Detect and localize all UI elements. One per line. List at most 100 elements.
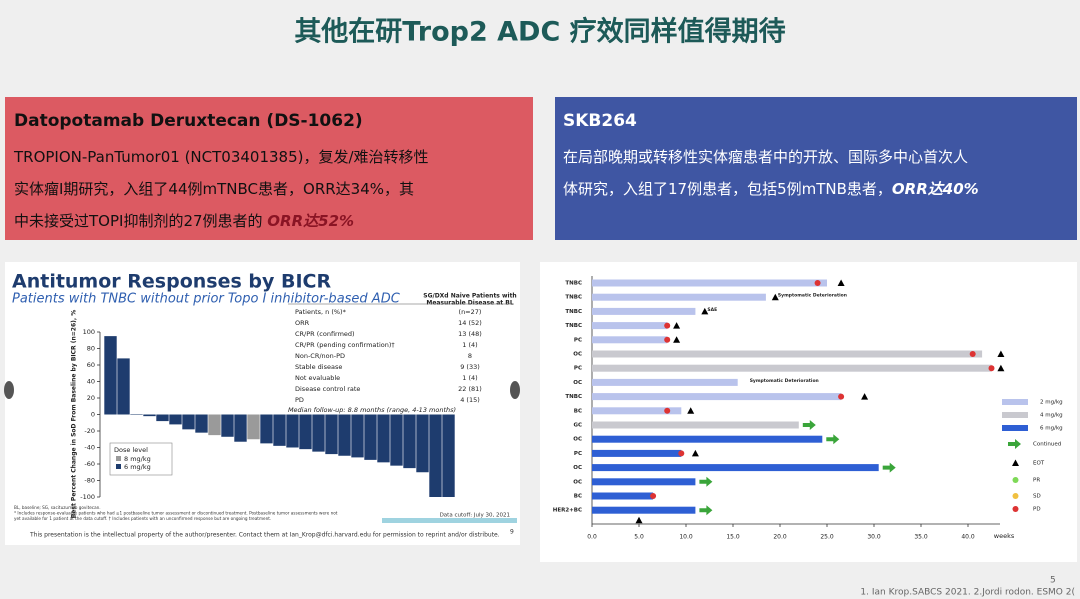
pd-marker	[678, 450, 685, 457]
box-text: 体研究，入组了17例患者，包括5例mTNB患者，ORR达40%	[563, 180, 979, 198]
table-cell: Patients, n (%)*	[295, 308, 347, 316]
x-tick-label: 35.0	[914, 534, 928, 541]
x-tick-label: 5.0	[634, 534, 644, 541]
y-tick-label: -60	[84, 460, 95, 468]
left-chart-panel	[5, 262, 520, 545]
eot-marker	[997, 364, 1005, 372]
legend-swatch	[116, 456, 121, 461]
legend-label: EOT	[1033, 461, 1045, 467]
eot-marker	[837, 279, 845, 286]
bar	[338, 414, 351, 456]
swim-bar	[592, 464, 879, 472]
bar	[390, 414, 403, 466]
y-tick-label: -100	[80, 493, 95, 501]
annotation: Symptomatic Deterioration	[750, 378, 819, 384]
bar	[221, 414, 234, 437]
bar	[364, 414, 377, 460]
y-tick-label: -40	[84, 444, 95, 452]
box-text: 在局部晚期或转移性实体瘤患者中的开放、国际多中心首次人	[563, 148, 968, 166]
legend-swatch	[1002, 399, 1028, 405]
right-box	[555, 97, 1077, 240]
box-line: 在局部晚期或转移性实体瘤患者中的开放、国际多中心首次人	[563, 148, 968, 166]
table-cell: Disease control rate	[295, 385, 360, 393]
table-header: SG/DXd Naive Patients with	[423, 293, 516, 300]
box-line: 体研究，入组了17例患者，包括5例mTNB患者，	[563, 180, 892, 198]
table-cell: 13 (48)	[458, 330, 482, 338]
table-cell: ORR	[295, 319, 310, 327]
pd-marker	[664, 407, 671, 414]
eot-marker	[687, 407, 695, 414]
box-text: 实体瘤I期研究，入组了44例mTNBC患者，ORR达34%，其	[14, 180, 414, 198]
eot-marker	[997, 350, 1005, 357]
continued-arrow	[699, 505, 713, 516]
bar	[416, 414, 429, 473]
continued-arrow	[699, 476, 713, 487]
legend-swatch	[116, 464, 121, 469]
legend-swatch	[1002, 425, 1028, 431]
bar	[156, 414, 169, 422]
bar	[260, 414, 273, 444]
table-cell: 8	[468, 352, 472, 360]
table-cell: Non-CR/non-PD	[295, 352, 345, 360]
pd-marker	[838, 393, 845, 400]
continued-arrow	[882, 462, 896, 473]
x-tick-label: 20.0	[773, 534, 787, 541]
nav-left[interactable]	[4, 381, 14, 399]
y-axis-label: Best Percent Change in SoD From Baseline…	[71, 310, 78, 519]
pd-marker	[969, 351, 976, 357]
row-label: TNBC	[565, 295, 582, 301]
box-text: 中未接受过TOPI抑制剂的27例患者的 ORR达52%	[14, 212, 354, 230]
continued-arrow	[826, 434, 840, 445]
x-tick-label: 15.0	[726, 534, 740, 541]
table-cell: 4 (15)	[460, 396, 480, 404]
bar	[286, 414, 299, 448]
annotation: Symptomatic Deterioration	[778, 293, 847, 299]
table-cell: 9 (33)	[460, 363, 480, 371]
legend-triangle	[1012, 459, 1019, 466]
table-cell: PD	[295, 396, 304, 404]
x-axis-label: weeks	[994, 532, 1015, 540]
bar	[299, 414, 312, 450]
bar	[195, 414, 208, 433]
swim-bar	[592, 279, 827, 287]
box-highlight: ORR达52%	[267, 212, 354, 230]
box-line: TROPION-PanTumor01 (NCT03401385)，复发/难治转移…	[13, 148, 429, 166]
swim-bar	[592, 322, 668, 330]
eot-marker	[635, 516, 643, 524]
eot-marker	[673, 336, 681, 343]
swim-bar	[592, 378, 738, 386]
pd-marker	[664, 322, 671, 329]
row-label: OC	[573, 465, 582, 471]
bar	[351, 414, 364, 458]
chart-title: Antitumor Responses by BICR	[12, 271, 331, 293]
nav-right[interactable]	[510, 381, 520, 399]
continued-arrow	[802, 420, 816, 430]
eot-marker	[691, 449, 699, 457]
bar	[377, 414, 390, 463]
swim-bar	[592, 350, 983, 358]
pd-marker	[814, 280, 821, 286]
footnote: BL, baseline; SG, sacituzumab govitecan.	[14, 505, 101, 510]
table-cell: 14 (52)	[458, 319, 482, 327]
swim-bar	[592, 506, 696, 514]
row-label: BC	[574, 494, 582, 500]
left-box	[5, 97, 533, 240]
data-cutoff: Data cutoff: July 30, 2021	[440, 513, 510, 519]
footnote: yet available for 1 patient at the data …	[14, 516, 271, 521]
row-label: BC	[574, 408, 582, 414]
row-label: TNBC	[565, 281, 582, 287]
bar	[442, 414, 455, 497]
x-tick-label: 30.0	[867, 534, 881, 541]
box-line: 中未接受过TOPI抑制剂的27例患者的	[14, 212, 267, 230]
chart-subtitle: Patients with TNBC without prior Topo I …	[12, 292, 401, 307]
row-label: OC	[573, 479, 582, 485]
legend-dot	[1012, 477, 1019, 483]
y-tick-label: 100	[83, 328, 95, 336]
table-cell: 1 (4)	[462, 374, 477, 382]
swim-bar	[592, 407, 682, 415]
swim-bar	[592, 435, 823, 443]
x-tick-label: 0.0	[587, 534, 597, 541]
swim-bar	[592, 393, 842, 401]
x-tick-label: 40.0	[961, 534, 975, 541]
row-label: TNBC	[565, 323, 582, 329]
